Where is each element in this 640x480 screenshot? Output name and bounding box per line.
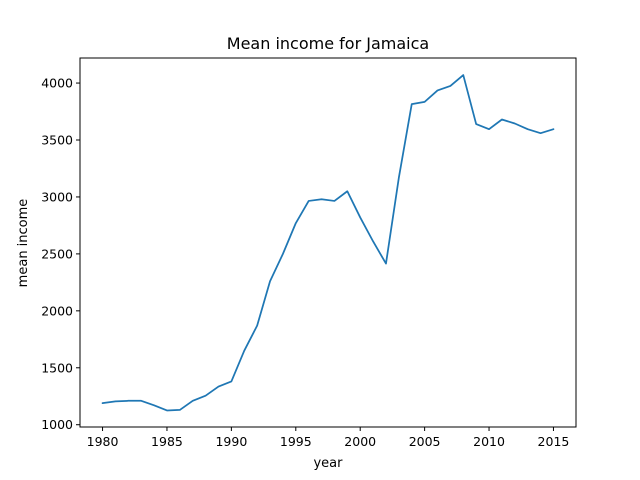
x-tick-label: 1985 [151, 434, 183, 449]
series-line-mean-income [101, 74, 555, 412]
y-tick-label: 2000 [41, 303, 73, 318]
x-tick-label: 2000 [344, 434, 376, 449]
x-axis-label: year [313, 456, 343, 471]
x-tick-label: 1980 [87, 434, 119, 449]
x-tick-label: 2005 [409, 434, 441, 449]
x-tick-label: 1990 [215, 434, 247, 449]
x-tick-label: 2010 [473, 434, 505, 449]
chart-title: Mean income for Jamaica [227, 34, 429, 53]
y-tick-label: 4000 [41, 76, 73, 91]
x-tick-label: 2015 [538, 434, 570, 449]
y-tick-label: 1500 [41, 360, 73, 375]
y-tick-label: 3500 [41, 133, 73, 148]
ticks-layer: 1980 1985 1990 1995 2000 2005 2010 2015 1000 1500… [41, 76, 569, 449]
y-tick-label: 3000 [41, 189, 73, 204]
plot-area-frame [79, 57, 577, 428]
y-axis-label: mean income [16, 199, 31, 288]
x-tick-label: 1995 [280, 434, 312, 449]
y-tick-label: 1000 [41, 417, 73, 432]
y-tick-label: 2500 [41, 246, 73, 261]
